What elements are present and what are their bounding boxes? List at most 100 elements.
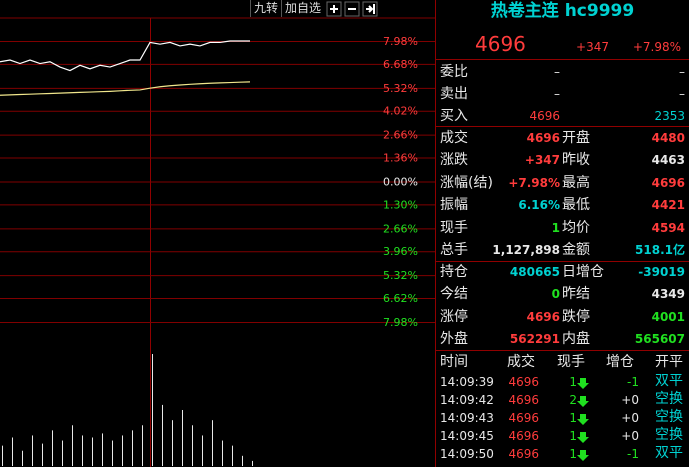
volume-bar: [142, 425, 143, 466]
y-tick-label: 2.66%: [383, 222, 418, 235]
label: 均价: [562, 219, 590, 236]
y-tick-label: 7.98%: [383, 35, 418, 48]
volume-bar: [92, 437, 93, 466]
toolbar-button[interactable]: 九转: [250, 0, 281, 17]
down-arrow: [577, 378, 589, 389]
label: 涨停: [440, 308, 468, 325]
add-icon[interactable]: [326, 1, 342, 17]
down-arrow: [577, 450, 589, 461]
label: 持仓: [440, 264, 468, 280]
volume-bar: [162, 404, 163, 466]
value: 4594: [651, 220, 685, 235]
label: 振幅: [440, 197, 468, 214]
trade-volume: 2: [569, 393, 577, 407]
minus-icon[interactable]: [344, 1, 360, 17]
row-label: 卖出: [440, 86, 468, 102]
label: 外盘: [440, 331, 468, 348]
label: 昨结: [562, 286, 590, 303]
average-line: [0, 81, 251, 96]
trade-price: 4696: [508, 447, 539, 461]
y-tick-label: 3.96%: [383, 245, 418, 258]
y-tick-label: 6.62%: [383, 292, 418, 305]
quote-change-pct: +7.98%: [632, 40, 681, 54]
volume-bar: [242, 455, 243, 466]
volume-bar: [82, 435, 83, 466]
toolbar-button[interactable]: 加自选: [281, 0, 324, 17]
label: 最高: [562, 174, 590, 191]
trade-time: 14:09:43: [440, 411, 494, 425]
value: 4696: [526, 131, 560, 145]
value: +347: [524, 153, 560, 168]
trade-volume: 1: [569, 447, 577, 461]
label: 现手: [440, 219, 468, 236]
down-arrow: [577, 432, 589, 443]
value: -39019: [638, 265, 685, 279]
y-tick-label: 1.36%: [383, 152, 418, 165]
volume-bar: [42, 443, 43, 466]
volume-bar: [202, 435, 203, 466]
label: 金额: [562, 242, 590, 258]
volume: –: [679, 65, 685, 79]
value: 480665: [509, 265, 560, 279]
y-tick-label: 6.68%: [383, 58, 418, 71]
volume-bar: [52, 430, 53, 466]
trade-oi: +0: [621, 393, 639, 407]
value: 4696: [526, 309, 560, 324]
volume-bar: [22, 450, 23, 466]
trade-price: 4696: [508, 411, 539, 425]
volume-bar: [12, 437, 13, 466]
trade-time: 14:09:45: [440, 429, 494, 443]
label: 涨幅(结): [440, 174, 493, 191]
price: 4696: [529, 109, 560, 123]
trade-oi: -1: [627, 375, 639, 389]
trade-type: 空换: [655, 391, 683, 407]
label: 成交: [440, 130, 468, 146]
table-header: 现手: [557, 354, 585, 370]
y-tick-label: 5.32%: [383, 269, 418, 282]
label: 总手: [440, 242, 468, 258]
toolbar-icons[interactable]: [326, 1, 378, 17]
y-tick-label: 7.98%: [383, 316, 418, 329]
volume-bar: [182, 410, 183, 466]
trade-oi: +0: [621, 429, 639, 443]
label: 昨收: [562, 152, 590, 169]
price: –: [554, 87, 560, 101]
value: 1,127,898: [492, 243, 560, 257]
label: 内盘: [562, 331, 590, 348]
volume-bar: [32, 435, 33, 466]
value: +7.98%: [508, 175, 560, 190]
value: 4421: [651, 198, 685, 213]
label: 今结: [440, 286, 468, 303]
exit-icon[interactable]: [366, 4, 375, 14]
value: 4463: [651, 153, 685, 168]
down-arrow: [577, 396, 589, 407]
table-header: 时间: [440, 354, 468, 370]
exit-icon[interactable]: [362, 1, 378, 17]
quote-change: +347: [576, 40, 609, 54]
quote-title: 热卷主连 hc9999: [490, 1, 635, 21]
volume-bar: [112, 440, 113, 466]
label: 最低: [562, 197, 590, 214]
value: 4001: [651, 309, 685, 324]
volume-bar: [232, 445, 233, 466]
trade-oi: -1: [627, 447, 639, 461]
volume-bar: [62, 440, 63, 466]
trade-type: 双平: [655, 445, 683, 461]
trade-time: 14:09:39: [440, 375, 494, 389]
trade-time: 14:09:42: [440, 393, 494, 407]
row-label: 委比: [440, 64, 468, 80]
trade-price: 4696: [508, 375, 539, 389]
value: 0: [551, 287, 560, 302]
add-icon[interactable]: [330, 5, 338, 13]
trade-oi: +0: [621, 411, 639, 425]
trade-type: 空换: [655, 409, 683, 425]
label: 跌停: [562, 308, 590, 325]
volume: 2353: [654, 109, 685, 123]
volume-bar: [72, 425, 73, 466]
value: 4349: [651, 287, 685, 302]
table-header: 成交: [507, 354, 535, 370]
value: 6.16%: [518, 198, 560, 213]
down-arrow: [577, 414, 589, 425]
